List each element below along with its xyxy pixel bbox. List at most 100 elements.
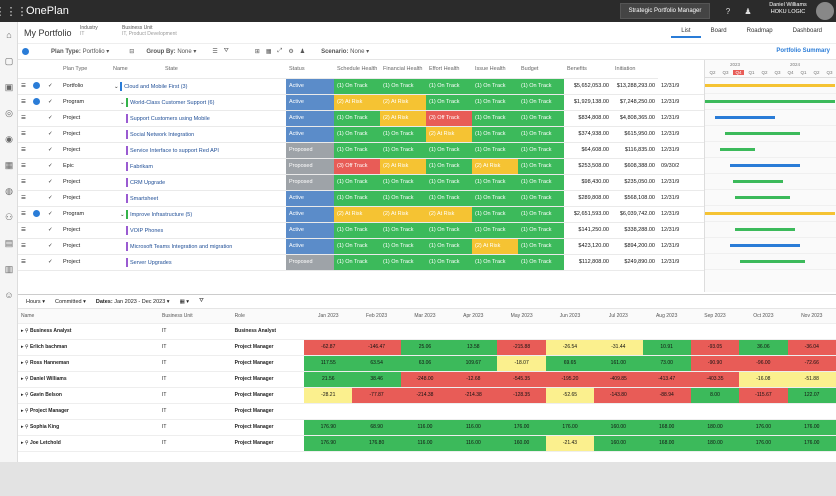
row-checkbox[interactable]: ✓ [45, 158, 60, 175]
resource-column-header[interactable]: Aug 2023 [642, 309, 691, 324]
gantt-bar[interactable] [735, 228, 795, 231]
grid-icon[interactable]: ▦ [4, 160, 14, 170]
target-icon[interactable]: ◉ [5, 134, 13, 144]
name-cell[interactable]: Smartsheet [110, 190, 286, 207]
row-checkbox[interactable]: ✓ [45, 206, 60, 223]
resource-name-cell[interactable]: ▸ ⚲ Project Manager [18, 403, 160, 420]
resource-row[interactable]: ▸ ⚲ Business Analyst IT Business Analyst [18, 323, 836, 340]
column-header[interactable]: Status [286, 60, 334, 79]
resource-name-cell[interactable]: ▸ ⚲ Joe Letchold [18, 435, 160, 452]
table-row[interactable]: ☰ ✓ Project Support Customers using Mobile A… [18, 110, 704, 127]
row-checkbox[interactable]: ✓ [45, 94, 60, 111]
resource-name-cell[interactable]: ▸ ⚲ Daniel Williams [18, 371, 160, 388]
portfolio-summary-link[interactable]: Portfolio Summary [776, 48, 830, 54]
expand-icon[interactable]: ▸ [21, 440, 25, 446]
plan-type-filter[interactable]: Plan Type: Portfolio ▾ [51, 49, 110, 55]
table-row[interactable]: ☰ ✓ Portfolio ⌄ Cloud and Mobile First (3) A… [18, 78, 704, 95]
notifications-icon[interactable]: ♟ [744, 6, 752, 16]
gantt-bar[interactable] [733, 180, 783, 183]
row-checkbox[interactable]: ✓ [45, 110, 60, 127]
home-icon[interactable]: ⌂ [6, 30, 12, 40]
units-dropdown[interactable]: Hours ▾ [26, 298, 45, 305]
expand-icon[interactable]: ▸ [21, 344, 25, 350]
filter-icon[interactable]: ⊟ [129, 49, 135, 55]
expand-icon[interactable]: ▸ [21, 408, 25, 414]
row-menu-icon[interactable]: ☰ [18, 238, 30, 255]
chevron-down-icon[interactable]: ⌄ [120, 99, 127, 106]
row-checkbox[interactable]: ✓ [45, 254, 60, 271]
globe-icon[interactable]: ◍ [5, 186, 13, 196]
resource-name-cell[interactable]: ▸ ⚲ Business Analyst [18, 323, 160, 340]
row-checkbox[interactable]: ✓ [45, 190, 60, 207]
column-header[interactable]: Schedule Health [334, 60, 380, 79]
chart-icon[interactable]: ▤ [4, 238, 14, 248]
funnel-icon[interactable]: ⛛ [223, 48, 229, 54]
table-row[interactable]: ☰ ✓ Program ⌄ Improve Infrastructure (5) Act… [18, 206, 704, 223]
column-header[interactable]: Benefits [564, 60, 612, 79]
column-header[interactable]: Initiation [612, 60, 658, 79]
gantt-bar[interactable] [705, 212, 835, 215]
gantt-bar[interactable] [735, 196, 790, 199]
business-unit-filter[interactable]: Business Unit IT, Product Development [122, 25, 177, 37]
name-cell[interactable]: ⌄ Cloud and Mobile First (3) [110, 78, 286, 95]
resource-row[interactable]: ▸ ⚲ Daniel Williams IT Project Manager 21.5… [18, 371, 836, 388]
filter-icon[interactable]: ⛛ [199, 298, 204, 304]
user-info[interactable]: Daniel Williams HOKU LOGIC [760, 2, 816, 16]
row-checkbox[interactable]: ✓ [45, 238, 60, 255]
resource-row[interactable]: ▸ ⚲ Erlich bachman IT Project Manager -62.8… [18, 339, 836, 356]
resource-column-header[interactable]: Business Unit [159, 309, 232, 324]
tab-roadmap[interactable]: Roadmap [746, 28, 773, 34]
app-launcher-icon[interactable]: ⋮⋮⋮ [0, 5, 28, 18]
resource-column-header[interactable]: Jan 2023 [304, 309, 353, 324]
row-menu-icon[interactable]: ☰ [18, 174, 30, 191]
expand-icon[interactable]: ▸ [21, 424, 25, 430]
column-header[interactable]: Issue Health [472, 60, 518, 79]
table-row[interactable]: ☰ ✓ Epic Fabrikam Proposed (3) Off Track (2) A… [18, 158, 704, 175]
table-row[interactable]: ☰ ✓ Program ⌄ World-Class Customer Support … [18, 94, 704, 111]
row-menu-icon[interactable]: ☰ [18, 254, 30, 271]
table-row[interactable]: ☰ ✓ Project Microsoft Teams Integration and… [18, 238, 704, 255]
name-cell[interactable]: ⌄ Improve Infrastructure (5) [110, 206, 286, 223]
resource-name-cell[interactable]: ▸ ⚲ Sophia King [18, 419, 160, 436]
gantt-bar[interactable] [705, 100, 835, 103]
gantt-bar[interactable] [740, 260, 805, 263]
person-icon[interactable]: ♟ [299, 49, 306, 55]
grid-icon[interactable]: ▦ ▾ [179, 298, 190, 305]
briefcase-icon[interactable]: ▣ [4, 82, 14, 92]
resource-column-header[interactable]: Sep 2023 [690, 309, 740, 324]
group-by-filter[interactable]: Group By: None ▾ [146, 49, 197, 55]
table-row[interactable]: ☰ ✓ Project Service Interface to support Re… [18, 142, 704, 159]
table-row[interactable]: ☰ ✓ Project Server Upgrades Proposed (1) On T… [18, 254, 704, 271]
resource-row[interactable]: ▸ ⚲ Gavin Belson IT Project Manager -28.21-… [18, 387, 836, 404]
tab-dashboard[interactable]: Dashboard [792, 28, 822, 34]
gantt-bar[interactable] [725, 132, 800, 135]
people-icon[interactable]: ⚇ [4, 212, 14, 222]
resource-column-header[interactable]: Role [231, 309, 305, 324]
name-cell[interactable]: ⌄ World-Class Customer Support (6) [110, 94, 286, 111]
portfolio-icon[interactable]: ▢ [4, 56, 14, 66]
column-header[interactable]: Effort Health [426, 60, 472, 79]
table-row[interactable]: ☰ ✓ Project Social Network Integration Activ… [18, 126, 704, 143]
tab-list[interactable]: List [671, 26, 701, 38]
expand-icon[interactable]: ▸ [21, 360, 25, 366]
column-header[interactable]: Budget [518, 60, 564, 79]
resource-column-header[interactable]: Jun 2023 [545, 309, 595, 324]
tab-board[interactable]: Board [710, 28, 727, 34]
row-menu-icon[interactable]: ☰ [18, 110, 30, 127]
gantt-chart[interactable]: 2023 2024 Q2 Q3 Q4 Q1 Q2 Q3 Q4 Q1 Q2 Q3 [704, 60, 836, 292]
row-checkbox[interactable]: ✓ [45, 174, 60, 191]
row-checkbox[interactable]: ✓ [45, 78, 60, 95]
user-icon[interactable]: ☺ [4, 290, 14, 300]
row-menu-icon[interactable]: ☰ [18, 126, 30, 143]
resource-column-header[interactable]: May 2023 [497, 309, 546, 324]
gantt-bar[interactable] [730, 244, 800, 247]
name-cell[interactable]: Social Network Integration [110, 126, 286, 143]
help-icon[interactable]: ? [725, 6, 731, 16]
expand-icon[interactable]: ▸ [21, 392, 25, 398]
name-cell[interactable]: Microsoft Teams Integration and migratio… [110, 238, 286, 255]
row-menu-icon[interactable]: ☰ [18, 158, 30, 175]
name-cell[interactable]: Server Upgrades [110, 254, 286, 271]
name-cell[interactable]: Support Customers using Mobile [110, 110, 286, 127]
link-icon[interactable]: ⤢ [277, 48, 283, 54]
report-icon[interactable]: ▥ [4, 264, 14, 274]
